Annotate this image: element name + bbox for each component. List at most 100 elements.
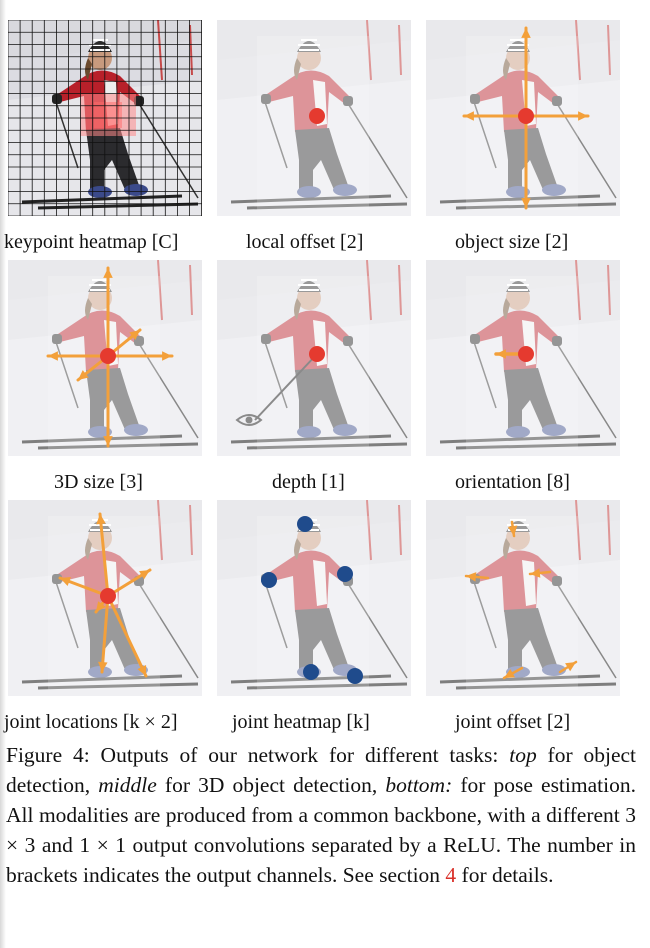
label-3d-size: 3D size [3]: [54, 471, 143, 493]
caption-top: top: [509, 743, 537, 767]
arrow-head: [48, 351, 58, 361]
skier-image-depth: [217, 260, 411, 456]
glove-left: [470, 94, 480, 104]
red-jacket: [267, 550, 349, 612]
arrow-head: [139, 570, 150, 580]
course-pole: [157, 260, 163, 321]
ski-right: [246, 202, 408, 210]
ski-boot-right: [542, 424, 566, 436]
caption-bottom: bottom:: [385, 773, 453, 797]
slope-band: [426, 40, 620, 100]
heatmap-peak: [94, 102, 122, 128]
red-jacket: [476, 70, 558, 132]
panel-object-size: [426, 20, 620, 216]
skier-photo: [426, 500, 620, 696]
course-pole: [607, 264, 611, 316]
ski-right: [455, 682, 617, 690]
joint-dot: [297, 516, 313, 532]
heatmap-grid: [8, 20, 202, 216]
ski-right: [455, 442, 617, 450]
ski-boot-left: [506, 186, 530, 198]
section-reference-link[interactable]: 4: [445, 863, 457, 887]
arrow-head: [464, 111, 474, 121]
glove-right: [552, 96, 562, 106]
arrow-head: [98, 661, 108, 672]
ski-pole-left: [473, 581, 497, 649]
ski-left: [21, 674, 183, 684]
black-pants: [86, 368, 140, 432]
course-pole: [398, 264, 402, 316]
arrow-head: [521, 198, 531, 208]
caption-middle: middle: [98, 773, 157, 797]
hair: [294, 298, 301, 320]
bounding-box-region: [466, 276, 578, 450]
caption-text-4: for pose estimation. All modalities are …: [6, 773, 636, 887]
glove-right: [134, 336, 144, 346]
arrow-head: [137, 665, 147, 676]
slope-band: [8, 280, 202, 340]
panel-3d-size: [8, 260, 202, 456]
ski-boot-left: [297, 186, 321, 198]
glove-right: [552, 336, 562, 346]
joint-dot: [261, 572, 277, 588]
arrow-head: [103, 268, 113, 278]
ski-boot-right: [542, 184, 566, 196]
glove-right: [343, 336, 353, 346]
bounding-box-region: [257, 36, 369, 210]
label-joint-offset: joint offset [2]: [455, 711, 571, 733]
course-pole: [366, 20, 372, 81]
arrow-head: [565, 662, 576, 672]
ski-boot-right: [333, 424, 357, 436]
arrow-head: [129, 330, 140, 340]
course-pole: [366, 500, 372, 561]
black-pants: [295, 128, 349, 192]
hair: [85, 538, 92, 560]
center-point: [518, 108, 534, 124]
ski-right: [455, 202, 617, 210]
arrow-head: [466, 572, 477, 582]
course-pole: [575, 260, 581, 321]
slope-band: [217, 40, 411, 100]
red-jacket: [476, 550, 558, 612]
red-jacket: [267, 310, 349, 372]
label-joint-heatmap: joint heatmap [k]: [232, 711, 370, 733]
ski-pole-left: [264, 341, 288, 409]
overlay-joint-arrows: [58, 512, 152, 678]
ski-right: [37, 682, 199, 690]
label-object-size: object size [2]: [455, 231, 569, 253]
ski-boot-left: [88, 186, 112, 198]
arrow-head: [504, 669, 515, 678]
center-point: [309, 108, 325, 124]
ski-left: [230, 434, 392, 444]
ski-boot-left: [88, 666, 112, 678]
skier-image-orientation: [426, 260, 620, 456]
eye-pupil: [245, 416, 253, 424]
overlay-eye-ray: [235, 346, 325, 426]
label-keypoint-heatmap: keypoint heatmap [C]: [4, 231, 179, 253]
skier-photo: [426, 260, 620, 456]
skier-image-local-offset: [217, 20, 411, 216]
ski-right: [37, 442, 199, 450]
hat-stripes: [507, 279, 529, 291]
ski-pole-right: [346, 581, 408, 679]
ski-pole-right: [137, 341, 199, 439]
hair: [503, 298, 510, 320]
glove-right: [343, 96, 353, 106]
ski-boot-left: [506, 426, 530, 438]
glove-left: [52, 574, 62, 584]
slope-band: [426, 520, 620, 580]
panel-joint-locations: [8, 500, 202, 696]
black-pants: [504, 608, 558, 672]
arrow-head: [578, 111, 588, 121]
panel-local-offset: [217, 20, 411, 216]
panel-depth: [217, 260, 411, 456]
arrow-head: [162, 351, 172, 361]
ski-pole-left: [264, 101, 288, 169]
figure-caption: Figure 4: Outputs of our network for dif…: [6, 740, 636, 890]
hair: [85, 298, 92, 320]
black-pants: [86, 128, 140, 192]
panel-orientation: [426, 260, 620, 456]
red-jacket: [267, 70, 349, 132]
ski-pole-right: [555, 341, 617, 439]
caption-text-1: Outputs of our network for different tas…: [89, 743, 510, 767]
